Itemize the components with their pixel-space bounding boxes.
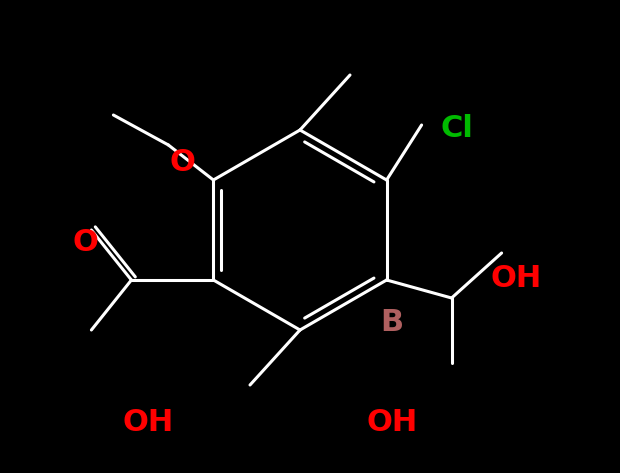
- Text: OH: OH: [122, 408, 174, 437]
- Text: O: O: [169, 148, 195, 176]
- Text: O: O: [72, 228, 98, 256]
- Text: B: B: [381, 307, 404, 336]
- Text: OH: OH: [366, 408, 418, 437]
- Text: Cl: Cl: [440, 114, 473, 142]
- Text: OH: OH: [490, 263, 541, 292]
